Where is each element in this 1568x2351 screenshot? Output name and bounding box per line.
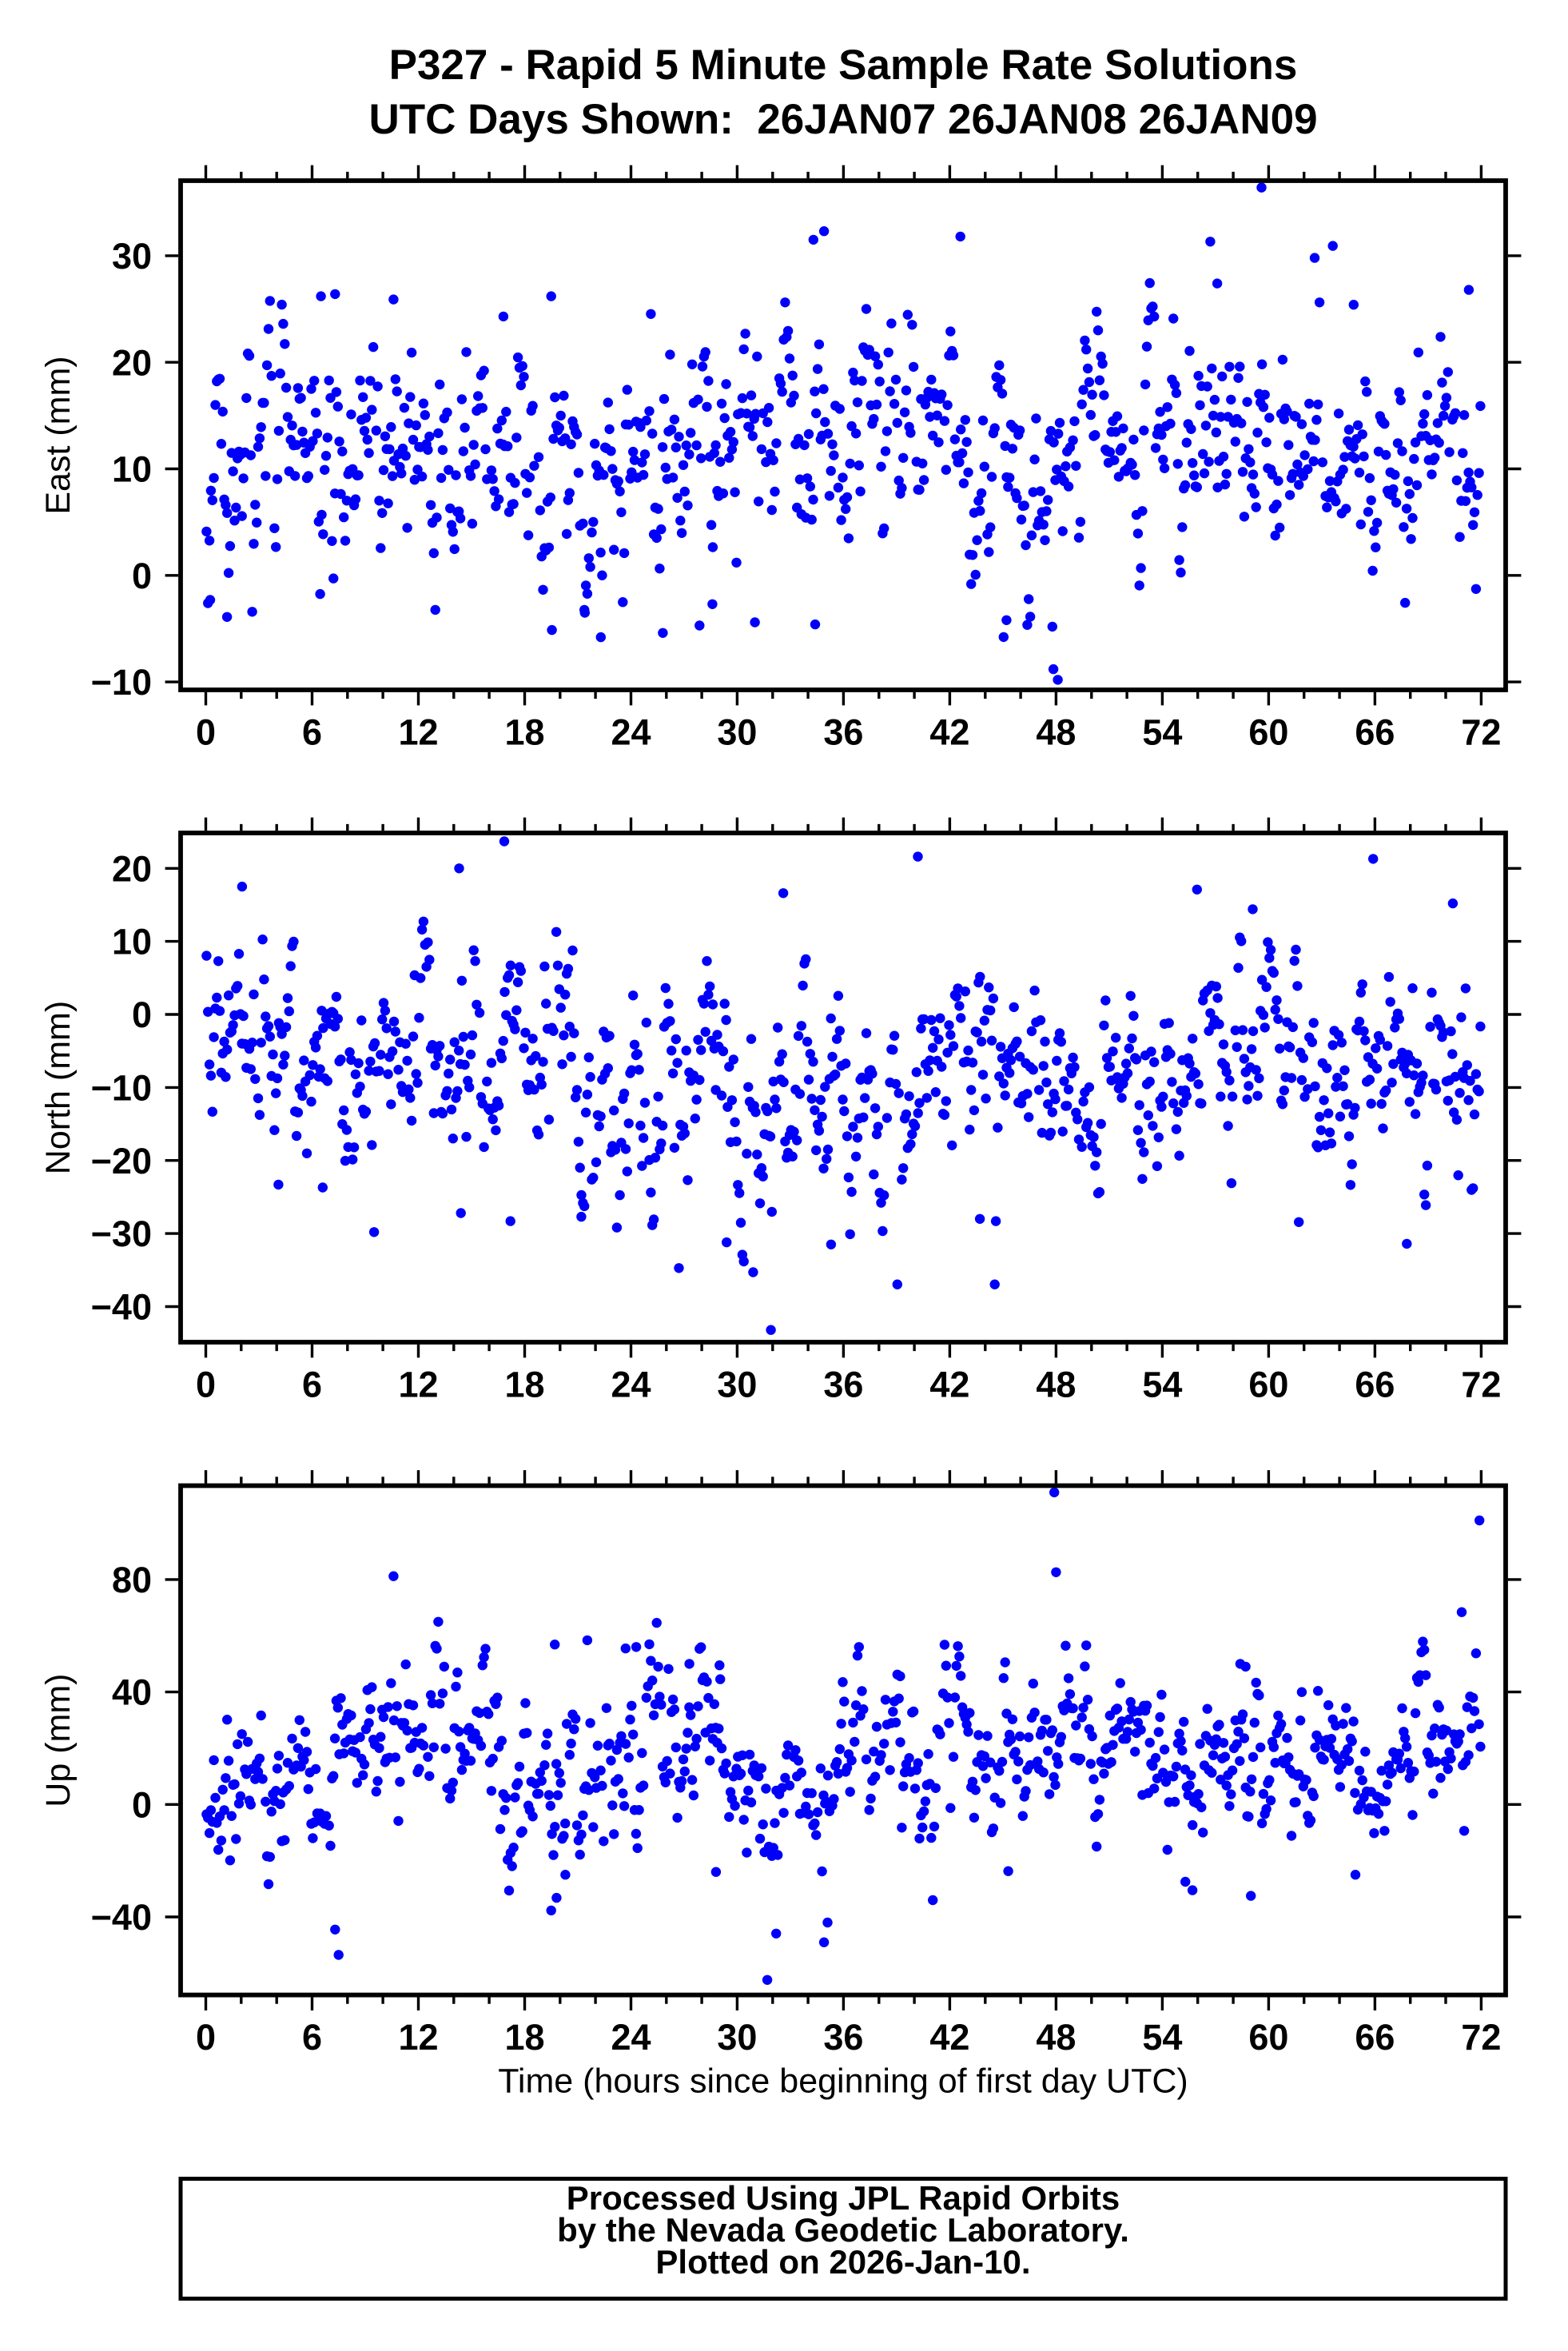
svg-text:30: 30 <box>112 236 152 277</box>
svg-text:0: 0 <box>132 556 152 596</box>
svg-text:12: 12 <box>398 2017 438 2058</box>
svg-text:12: 12 <box>398 712 438 753</box>
svg-text:East (mm): East (mm) <box>39 356 78 514</box>
svg-text:by the Nevada Geodetic Laborat: by the Nevada Geodetic Laboratory. <box>557 2211 1129 2249</box>
svg-text:North (mm): North (mm) <box>39 1001 78 1174</box>
svg-text:Time (hours since beginning of: Time (hours since beginning of first day… <box>498 2062 1188 2101</box>
svg-text:20: 20 <box>112 342 152 383</box>
svg-text:P327 - Rapid 5 Minute Sample R: P327 - Rapid 5 Minute Sample Rate Soluti… <box>389 42 1298 89</box>
svg-text:72: 72 <box>1461 712 1501 753</box>
svg-text:6: 6 <box>302 1365 322 1405</box>
svg-text:6: 6 <box>302 2017 322 2058</box>
svg-text:36: 36 <box>823 1365 863 1405</box>
svg-text:30: 30 <box>717 1365 757 1405</box>
svg-text:18: 18 <box>504 2017 544 2058</box>
svg-text:60: 60 <box>1248 712 1288 753</box>
svg-text:66: 66 <box>1355 2017 1395 2058</box>
svg-text:42: 42 <box>929 2017 969 2058</box>
svg-text:66: 66 <box>1355 1365 1395 1405</box>
svg-text:0: 0 <box>196 712 216 753</box>
svg-text:48: 48 <box>1036 2017 1076 2058</box>
svg-text:−20: −20 <box>91 1141 152 1181</box>
svg-text:24: 24 <box>611 712 651 753</box>
svg-text:80: 80 <box>112 1560 152 1600</box>
svg-text:−40: −40 <box>91 1897 152 1938</box>
svg-text:30: 30 <box>717 712 757 753</box>
svg-text:20: 20 <box>112 848 152 889</box>
svg-text:42: 42 <box>929 1365 969 1405</box>
svg-text:66: 66 <box>1355 712 1395 753</box>
svg-text:18: 18 <box>504 712 544 753</box>
svg-text:6: 6 <box>302 712 322 753</box>
svg-text:10: 10 <box>112 449 152 490</box>
svg-text:Up (mm): Up (mm) <box>39 1673 78 1807</box>
svg-text:0: 0 <box>132 994 152 1035</box>
svg-text:72: 72 <box>1461 1365 1501 1405</box>
svg-text:36: 36 <box>823 712 863 753</box>
svg-text:60: 60 <box>1248 2017 1288 2058</box>
svg-text:−10: −10 <box>91 662 152 703</box>
svg-text:30: 30 <box>717 2017 757 2058</box>
svg-text:24: 24 <box>611 1365 651 1405</box>
svg-text:18: 18 <box>504 1365 544 1405</box>
svg-text:54: 54 <box>1142 2017 1182 2058</box>
svg-text:10: 10 <box>112 922 152 962</box>
svg-text:Processed Using JPL Rapid Orbi: Processed Using JPL Rapid Orbits <box>567 2179 1120 2217</box>
svg-text:−40: −40 <box>91 1287 152 1328</box>
svg-text:60: 60 <box>1248 1365 1288 1405</box>
svg-text:48: 48 <box>1036 712 1076 753</box>
svg-text:−30: −30 <box>91 1213 152 1254</box>
svg-text:24: 24 <box>611 2017 651 2058</box>
svg-text:−10: −10 <box>91 1068 152 1109</box>
svg-text:Plotted on 2026-Jan-10.: Plotted on 2026-Jan-10. <box>655 2243 1030 2281</box>
svg-text:40: 40 <box>112 1672 152 1713</box>
svg-text:0: 0 <box>196 2017 216 2058</box>
svg-text:54: 54 <box>1142 1365 1182 1405</box>
svg-text:UTC Days Shown: 26JAN07 26JAN: UTC Days Shown: 26JAN07 26JAN08 26JAN09 <box>368 96 1317 143</box>
svg-text:36: 36 <box>823 2017 863 2058</box>
svg-text:12: 12 <box>398 1365 438 1405</box>
svg-text:42: 42 <box>929 712 969 753</box>
svg-text:0: 0 <box>196 1365 216 1405</box>
svg-text:72: 72 <box>1461 2017 1501 2058</box>
svg-text:54: 54 <box>1142 712 1182 753</box>
svg-text:48: 48 <box>1036 1365 1076 1405</box>
svg-text:0: 0 <box>132 1784 152 1825</box>
